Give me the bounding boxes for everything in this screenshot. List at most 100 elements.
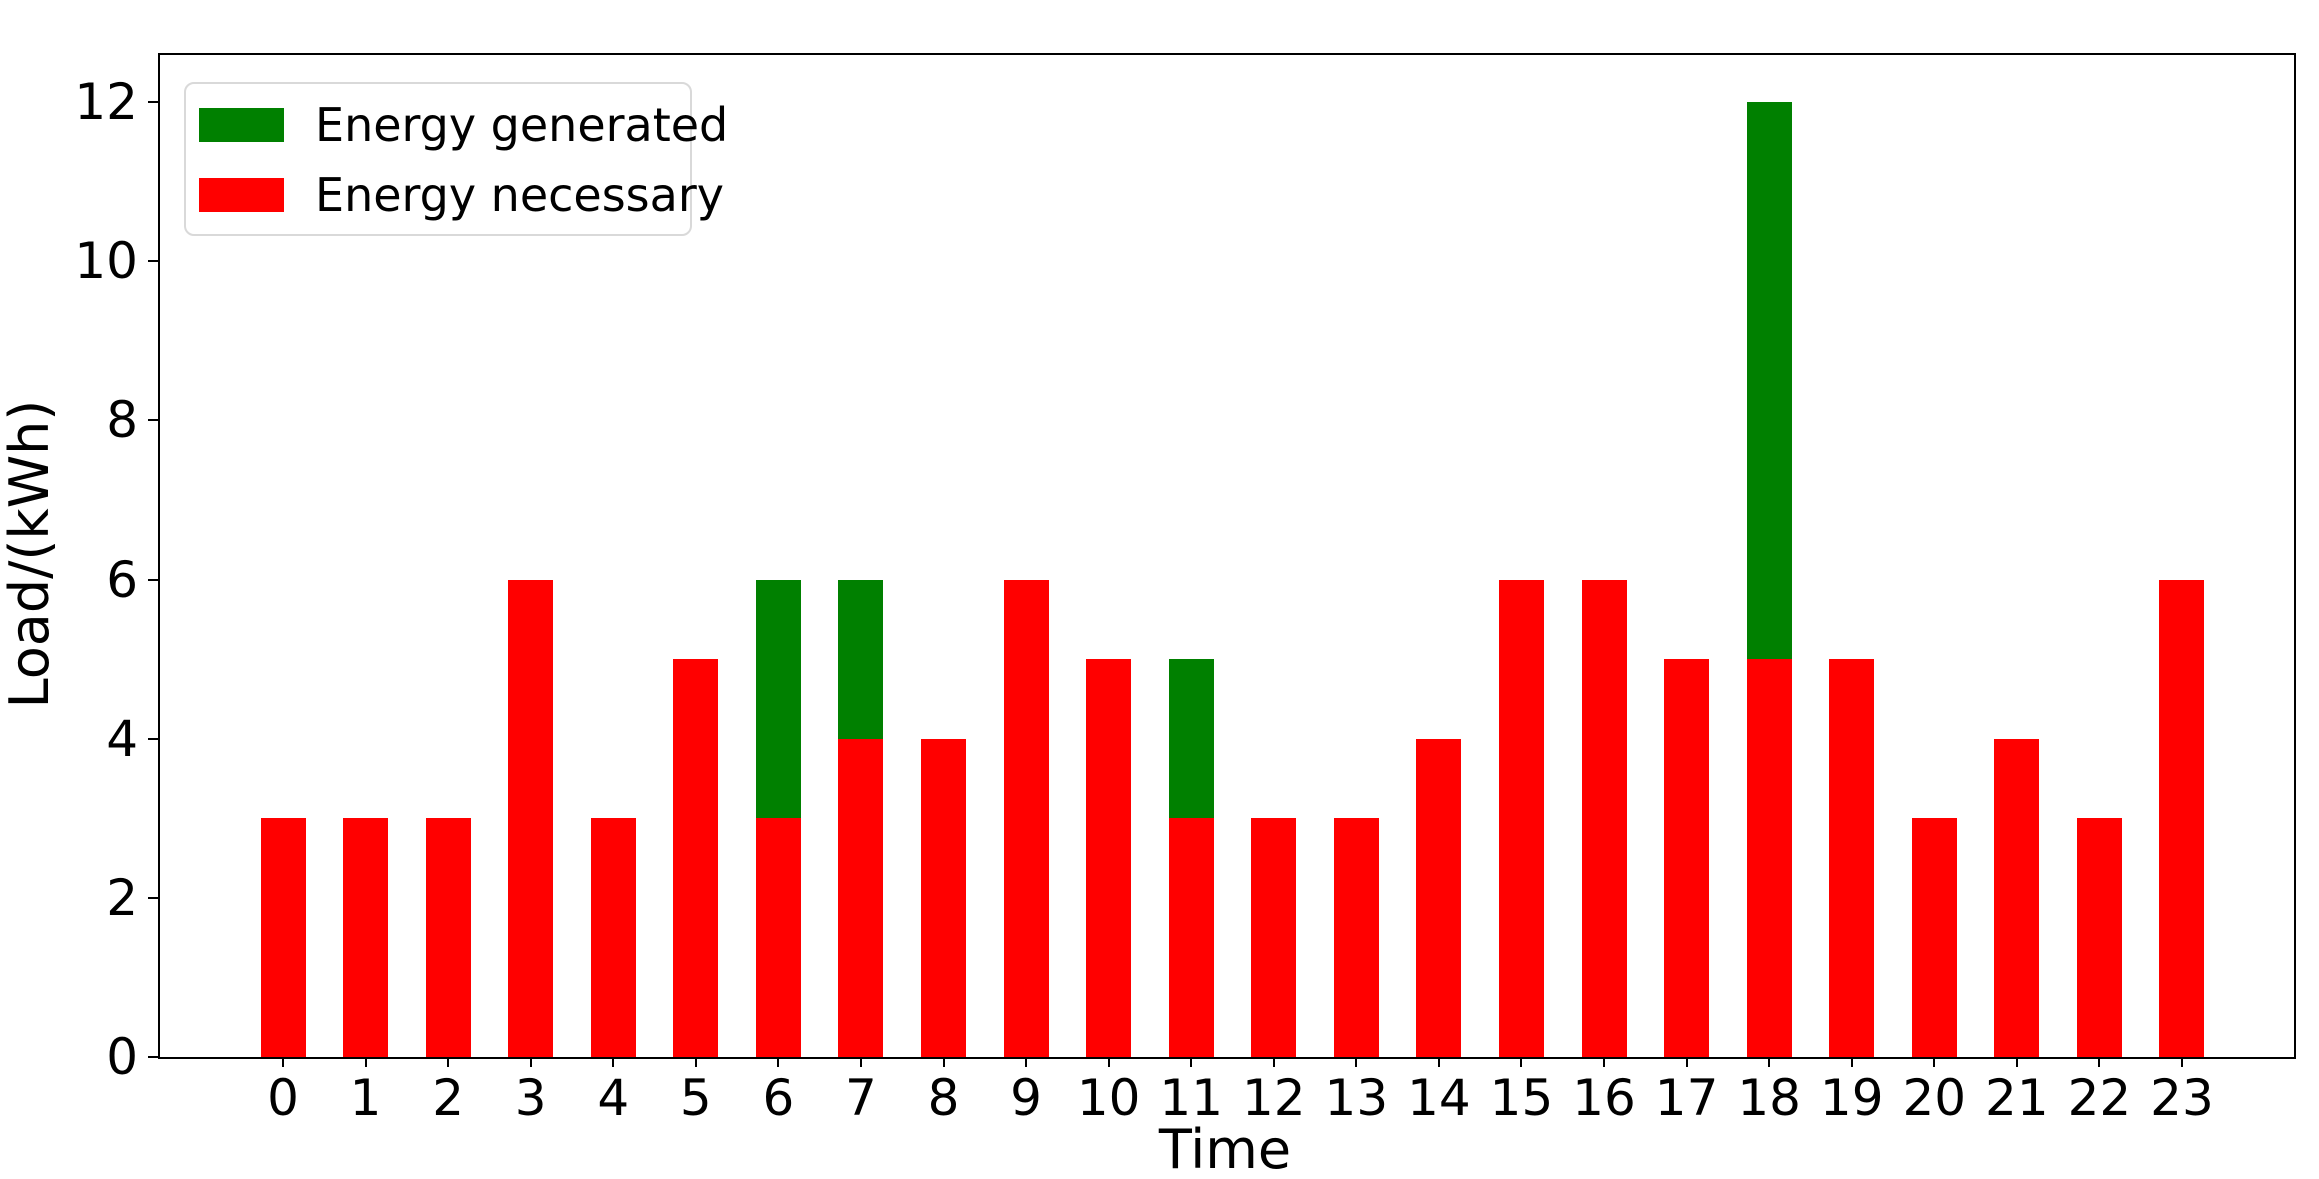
y-tick-label-10: 10 — [74, 232, 138, 291]
x-tick-mark-5 — [694, 1057, 697, 1067]
y-tick-mark-10 — [148, 260, 158, 263]
x-tick-label-18: 18 — [1737, 1069, 1801, 1127]
x-tick-mark-23 — [2180, 1057, 2183, 1067]
x-tick-label-21: 21 — [1985, 1069, 2049, 1127]
x-tick-mark-16 — [1603, 1057, 1606, 1067]
x-tick-mark-17 — [1685, 1057, 1688, 1067]
y-tick-mark-8 — [148, 419, 158, 422]
y-tick-mark-2 — [148, 896, 158, 899]
bar-hour-17-energy-necessary — [1664, 659, 1710, 1057]
bar-hour-3-energy-necessary — [508, 579, 554, 1057]
x-tick-mark-20 — [1933, 1057, 1936, 1067]
x-tick-label-5: 5 — [679, 1069, 712, 1127]
x-tick-label-15: 15 — [1489, 1069, 1554, 1127]
y-tick-label-12: 12 — [74, 73, 138, 131]
x-tick-label-9: 9 — [1010, 1069, 1042, 1127]
x-tick-label-17: 17 — [1654, 1069, 1719, 1127]
y-tick-mark-4 — [148, 737, 158, 740]
x-tick-mark-13 — [1355, 1057, 1358, 1067]
y-tick-mark-0 — [148, 1056, 158, 1058]
x-tick-mark-8 — [942, 1057, 945, 1067]
x-tick-mark-21 — [2015, 1057, 2018, 1067]
bar-hour-2-energy-necessary — [425, 818, 471, 1057]
bar-hour-14-energy-necessary — [1416, 738, 1462, 1057]
bar-hour-8-energy-necessary — [921, 738, 967, 1057]
y-tick-label-0: 0 — [106, 1028, 138, 1086]
x-tick-mark-9 — [1025, 1057, 1028, 1067]
bar-hour-21-energy-necessary — [1994, 738, 2040, 1057]
x-tick-mark-15 — [1520, 1057, 1523, 1067]
y-tick-label-8: 8 — [106, 391, 138, 450]
x-tick-label-23: 23 — [2150, 1069, 2214, 1127]
bar-hour-19-energy-necessary — [1829, 659, 1875, 1057]
legend-swatch-icon — [199, 178, 284, 212]
x-tick-mark-18 — [1768, 1057, 1771, 1067]
x-tick-label-2: 2 — [432, 1069, 465, 1127]
x-tick-mark-6 — [777, 1057, 780, 1067]
bar-hour-12-energy-necessary — [1251, 818, 1297, 1057]
x-tick-mark-19 — [1850, 1057, 1853, 1067]
bar-hour-1-energy-necessary — [343, 818, 389, 1057]
bar-hour-9-energy-necessary — [1003, 579, 1049, 1057]
x-tick-label-20: 20 — [1902, 1069, 1967, 1127]
x-tick-mark-0 — [282, 1057, 284, 1067]
y-axis-title-text: Load/(kWh) — [0, 399, 61, 709]
bar-hour-11-energy-necessary — [1168, 818, 1214, 1057]
x-tick-mark-3 — [529, 1057, 532, 1067]
bar-hour-18-energy-necessary — [1746, 659, 1792, 1057]
bar-hour-18-energy-generated — [1746, 102, 1792, 660]
bar-hour-10-energy-necessary — [1086, 659, 1132, 1057]
x-tick-label-11: 11 — [1159, 1069, 1224, 1127]
x-tick-mark-4 — [612, 1057, 615, 1067]
bar-hour-22-energy-necessary — [2076, 818, 2122, 1057]
y-tick-label-6: 6 — [106, 550, 138, 609]
bar-hour-4-energy-necessary — [590, 818, 636, 1057]
legend-label: Energy generated — [315, 98, 729, 152]
x-tick-mark-1 — [364, 1057, 367, 1067]
x-tick-label-7: 7 — [845, 1069, 877, 1127]
x-tick-mark-11 — [1190, 1057, 1193, 1067]
legend: Energy generated Energy necessary — [184, 82, 728, 236]
bar-hour-15-energy-necessary — [1498, 579, 1544, 1057]
x-axis-title: Time — [1158, 1118, 1292, 1179]
bar-hour-0-energy-necessary — [260, 818, 306, 1057]
bar-hour-16-energy-necessary — [1581, 579, 1627, 1057]
x-tick-label-10: 10 — [1076, 1069, 1141, 1127]
x-tick-mark-10 — [1107, 1057, 1110, 1067]
x-tick-label-14: 14 — [1407, 1069, 1471, 1127]
bar-hour-5-energy-necessary — [673, 659, 719, 1057]
x-tick-label-8: 8 — [927, 1069, 960, 1127]
x-tick-label-0: 0 — [267, 1069, 299, 1127]
y-tick-label-4: 4 — [106, 709, 138, 768]
x-tick-mark-7 — [859, 1057, 862, 1067]
x-tick-label-3: 3 — [514, 1069, 547, 1127]
y-tick-mark-12 — [148, 101, 158, 103]
bar-hour-7-energy-necessary — [838, 738, 884, 1057]
legend-swatch-icon — [199, 108, 284, 142]
x-tick-mark-12 — [1272, 1057, 1275, 1067]
bar-hour-6-energy-generated — [755, 579, 801, 819]
x-tick-label-19: 19 — [1819, 1069, 1884, 1127]
x-tick-mark-22 — [2098, 1057, 2101, 1067]
x-tick-mark-14 — [1437, 1057, 1440, 1067]
bar-hour-23-energy-necessary — [2159, 579, 2205, 1057]
bar-hour-11-energy-generated — [1168, 659, 1214, 819]
x-tick-mark-2 — [447, 1057, 450, 1067]
x-tick-label-6: 6 — [762, 1069, 795, 1127]
legend-item-1: Energy necessary — [186, 160, 724, 230]
y-tick-mark-6 — [148, 578, 158, 581]
x-tick-label-16: 16 — [1572, 1069, 1636, 1127]
x-tick-label-13: 13 — [1324, 1069, 1389, 1127]
legend-item-0: Energy generated — [186, 90, 728, 160]
x-tick-label-22: 22 — [2067, 1069, 2132, 1127]
x-tick-label-4: 4 — [597, 1069, 630, 1127]
y-tick-label-2: 2 — [106, 868, 138, 927]
plot-area: 0 1 2 3 4 5 6 7 8 9 10 11 12 13 14 15 16 17 18 19 20 21 22 23 0… — [74, 53, 2296, 1125]
bar-hour-13-energy-necessary — [1333, 818, 1379, 1057]
legend-label: Energy necessary — [315, 168, 724, 222]
bar-hour-7-energy-generated — [838, 579, 884, 739]
x-tick-label-12: 12 — [1241, 1069, 1306, 1127]
bar-hour-6-energy-necessary — [755, 818, 801, 1057]
bar-hour-20-energy-necessary — [1911, 818, 1957, 1057]
